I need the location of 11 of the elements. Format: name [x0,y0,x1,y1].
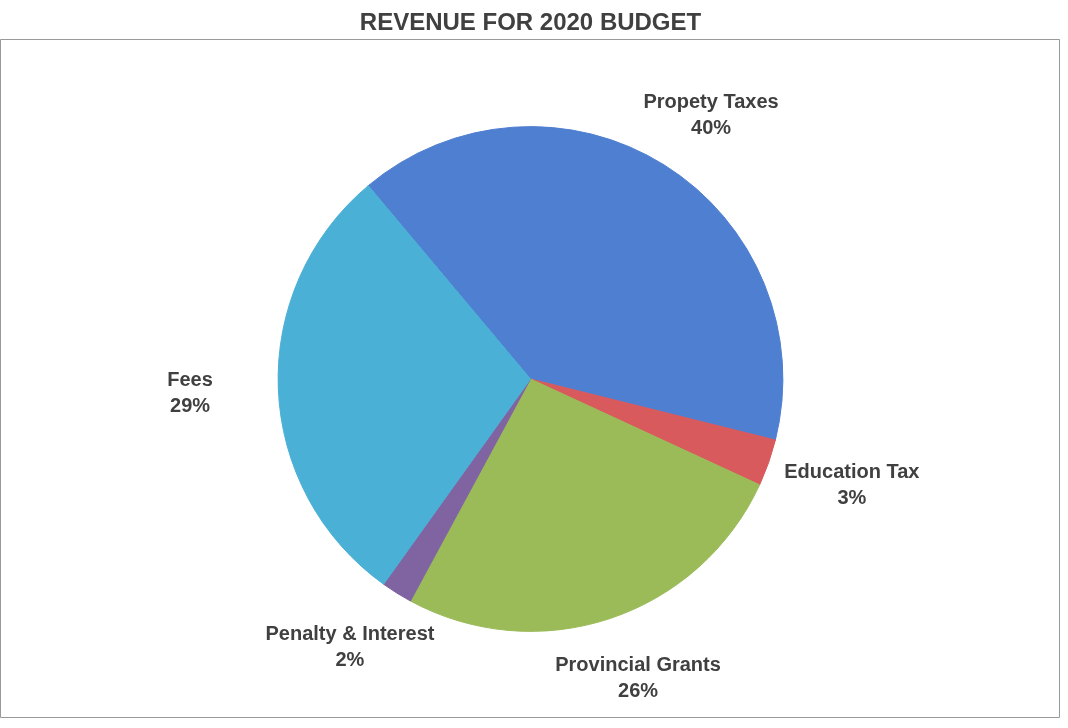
data-label: 26% [618,679,659,702]
data-label: 3% [837,486,867,509]
data-label: 2% [335,647,365,670]
slice-label: Fees [167,368,213,391]
slice-label: Penalty & Interest [265,621,435,644]
slice-label: Education Tax [784,460,920,483]
slice-label: Propety Taxes [643,90,779,113]
slice-label: Provincial Grants [555,653,721,676]
data-label: 40% [691,116,732,139]
chart-title: REVENUE FOR 2020 BUDGET [359,7,702,35]
data-label: 29% [170,394,211,417]
